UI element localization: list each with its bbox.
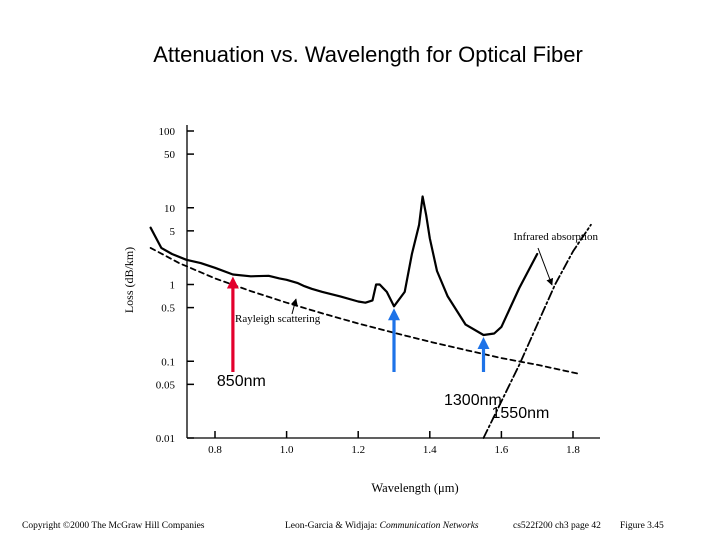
series-rayleigh-scattering bbox=[149, 246, 582, 376]
rayleigh-scattering-label: Rayleigh scattering bbox=[235, 313, 321, 325]
x-tick-label: 1.0 bbox=[280, 444, 294, 456]
series-layer bbox=[149, 195, 592, 439]
y-tick-label: 10 bbox=[164, 203, 176, 215]
infrared-absorption-arrow bbox=[537, 247, 554, 286]
citation-book: Communication Networks bbox=[380, 521, 479, 531]
marker-850nm: 850nm bbox=[217, 276, 266, 390]
y-tick-label: 0.05 bbox=[156, 379, 176, 391]
course-page-text: cs522f200 ch3 page 42 bbox=[513, 520, 601, 531]
marker-label: 1550nm bbox=[492, 405, 550, 422]
chart-title: Attenuation vs. Wavelength for Optical F… bbox=[153, 42, 583, 67]
marker-arrowhead bbox=[226, 276, 239, 289]
x-tick-label: 1.8 bbox=[566, 444, 580, 456]
x-tick-label: 1.6 bbox=[495, 444, 509, 456]
infrared-absorption-label: Infrared absorption bbox=[513, 231, 598, 243]
y-axis-label: Loss (dB/km) bbox=[122, 247, 136, 313]
y-tick-label: 0.1 bbox=[161, 356, 175, 368]
y-tick-label: 50 bbox=[164, 149, 176, 161]
citation-authors: Leon-Garcia & Widjaja: bbox=[285, 521, 380, 531]
rayleigh-scattering-arrow bbox=[290, 298, 298, 315]
y-tick-label: 100 bbox=[159, 126, 176, 138]
marker-label: 850nm bbox=[217, 373, 266, 390]
x-axis: 0.8 1.0 1.2 1.4 1.6 1.8 bbox=[187, 431, 600, 456]
y-tick-label: 5 bbox=[170, 226, 176, 238]
x-tick-label: 0.8 bbox=[208, 444, 222, 456]
y-tick-label: 1 bbox=[170, 280, 176, 292]
figure-number: Figure 3.45 bbox=[620, 521, 664, 531]
series-total-loss bbox=[149, 195, 539, 337]
marker-label: 1300nm bbox=[444, 392, 502, 409]
copyright-text: Copyright ©2000 The McGraw Hill Companie… bbox=[22, 520, 205, 531]
citation: Leon-Garcia & Widjaja: Communication Net… bbox=[285, 521, 479, 531]
x-axis-label: Wavelength (μm) bbox=[371, 481, 458, 495]
marker-1550nm: 1550nm bbox=[477, 336, 550, 422]
y-tick-label: 0.01 bbox=[156, 433, 175, 445]
y-axis: 100 50 10 5 1 0.5 0.1 0.05 0.01 bbox=[156, 125, 194, 445]
y-tick-label: 0.5 bbox=[161, 303, 175, 315]
marker-1300nm: 1300nm bbox=[388, 308, 502, 409]
series-infrared-absorption bbox=[482, 223, 592, 439]
x-tick-label: 1.4 bbox=[423, 444, 437, 456]
marker-arrowhead bbox=[388, 308, 400, 321]
marker-arrowhead bbox=[477, 336, 490, 349]
x-tick-label: 1.2 bbox=[351, 444, 365, 456]
